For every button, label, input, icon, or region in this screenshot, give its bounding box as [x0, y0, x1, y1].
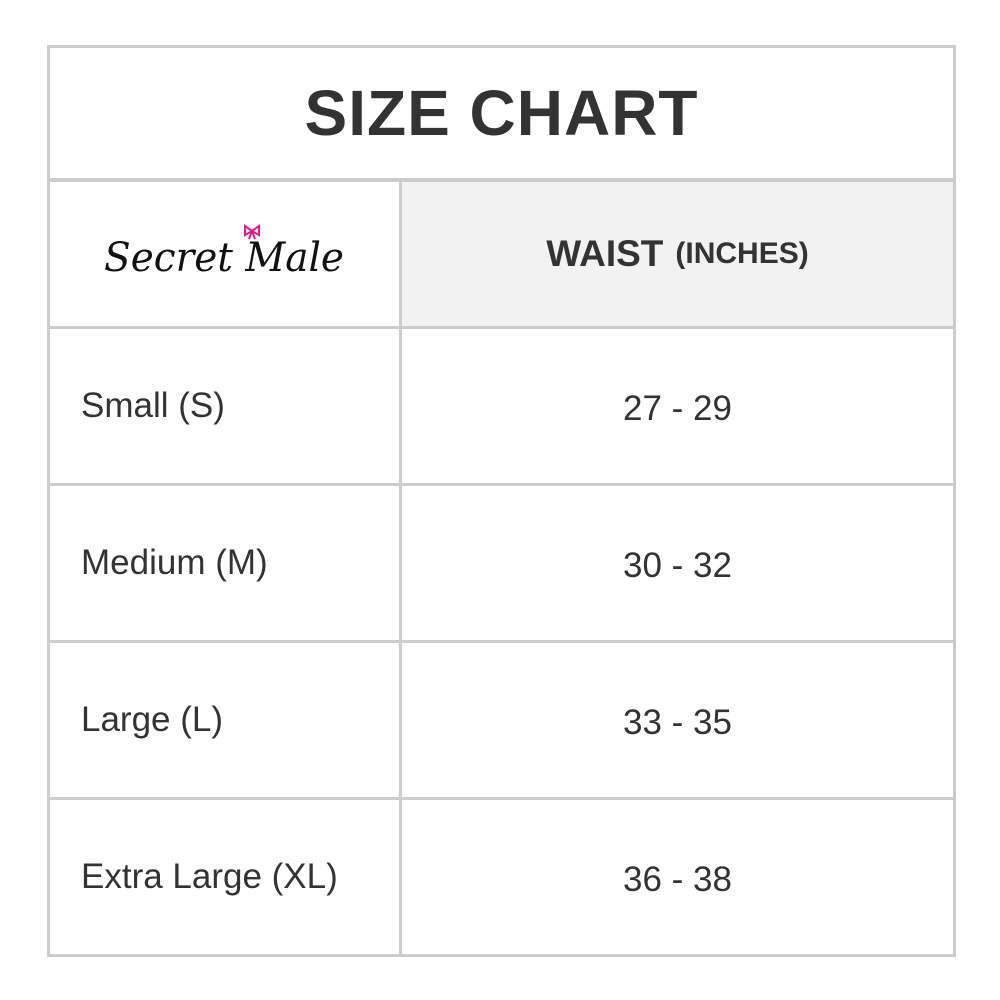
size-cell: Medium (M)	[81, 543, 268, 582]
divider	[50, 797, 953, 800]
divider	[50, 178, 953, 182]
waist-column-header: WAIST (INCHES)	[402, 182, 953, 326]
waist-cell: 33 - 35	[623, 703, 732, 742]
waist-cell: 36 - 38	[623, 860, 732, 899]
waist-label: WAIST	[546, 233, 664, 274]
chart-title: SIZE CHART	[304, 77, 699, 149]
table-row: Large (L) 33 - 35	[50, 643, 953, 797]
bow-icon	[243, 224, 260, 240]
waist-cell: 27 - 29	[623, 389, 732, 428]
brand-logo: Secret Male	[50, 182, 399, 326]
divider	[50, 483, 953, 486]
size-cell: Small (S)	[81, 386, 225, 425]
divider	[50, 326, 953, 329]
divider	[50, 640, 953, 643]
table-row: Medium (M) 30 - 32	[50, 486, 953, 640]
waist-cell: 30 - 32	[623, 546, 732, 585]
size-cell: Large (L)	[81, 700, 224, 739]
secret-male-logo: Secret Male	[104, 224, 344, 281]
column-divider	[399, 178, 402, 954]
svg-text:Secret Male: Secret Male	[104, 235, 344, 281]
unit-label: (INCHES)	[675, 237, 809, 270]
size-cell: Extra Large (XL)	[81, 857, 338, 896]
size-chart-table: SIZE CHART Secret Male WAIST (INCHES) Sm…	[47, 45, 956, 957]
table-row: Extra Large (XL) 36 - 38	[50, 800, 953, 954]
table-row: Small (S) 27 - 29	[50, 329, 953, 483]
